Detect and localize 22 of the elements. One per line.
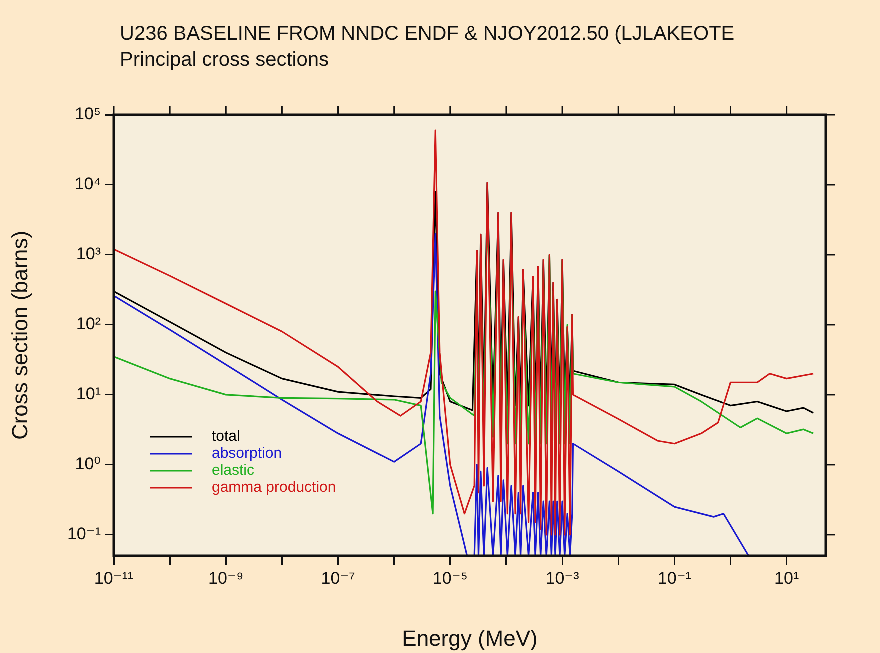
chart-title: U236 BASELINE FROM NNDC ENDF & NJOY2012.50 (LJLAKEOTE — [120, 23, 735, 45]
legend-label: total — [212, 428, 240, 446]
chart-subtitle: Principal cross sections — [120, 49, 329, 71]
x-tick-label: 10⁻¹ — [658, 568, 692, 588]
x-tick-label: 10⁻⁷ — [321, 568, 356, 588]
y-tick-label: 10⁰ — [75, 454, 102, 474]
legend-label: elastic — [212, 462, 256, 480]
legend-label: gamma production — [212, 479, 336, 496]
x-tick-label: 10⁻⁹ — [208, 568, 244, 588]
x-tick-label: 10¹ — [774, 568, 800, 588]
x-tick-label: 10⁻³ — [546, 568, 580, 588]
x-tick-label: 10⁻¹¹ — [94, 568, 134, 588]
y-tick-label: 10⁵ — [75, 104, 101, 124]
y-axis-title: Cross section (barns) — [7, 230, 32, 440]
y-tick-label: 10¹ — [76, 384, 102, 404]
x-axis-title: Energy (MeV) — [402, 626, 538, 651]
y-tick-label: 10⁻¹ — [67, 524, 102, 544]
legend-label: absorption — [212, 445, 282, 462]
y-tick-label: 10⁴ — [74, 174, 101, 194]
x-tick-label: 10⁻⁵ — [432, 568, 468, 588]
y-tick-label: 10² — [76, 314, 102, 334]
y-tick-label: 10³ — [76, 244, 102, 264]
